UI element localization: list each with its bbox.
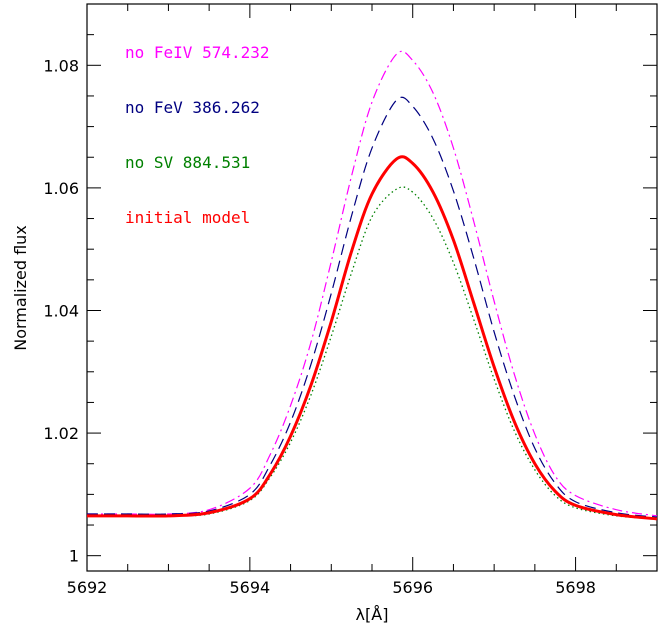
y-tick-label: 1.02 bbox=[43, 424, 79, 443]
plot-frame bbox=[86, 3, 658, 572]
series-line-0 bbox=[86, 50, 658, 517]
axis-ticks bbox=[86, 3, 658, 571]
legend-entry: no FeV 386.262 bbox=[125, 98, 260, 117]
x-tick-label: 5692 bbox=[67, 578, 108, 597]
series-line-2 bbox=[86, 186, 658, 520]
y-axis-label: Normalized flux bbox=[11, 225, 30, 351]
y-tick-label: 1.08 bbox=[43, 56, 79, 75]
x-axis-label: λ[Å] bbox=[356, 605, 389, 624]
legend-entry: initial model bbox=[125, 208, 250, 227]
x-tick-label: 5698 bbox=[555, 578, 596, 597]
legend: no FeIV 574.232 no FeV 386.262 no SV 884.5… bbox=[125, 43, 270, 227]
y-tick-label: 1.06 bbox=[43, 179, 79, 198]
y-tick-label: 1.04 bbox=[43, 301, 79, 320]
series-lines bbox=[86, 50, 658, 521]
legend-entry: no FeIV 574.232 bbox=[125, 43, 270, 62]
series-line-1 bbox=[86, 96, 658, 518]
axis-tick-labels: 5692 5694 5696 5698 1 1.02 1.04 1.06 1.08 bbox=[43, 56, 596, 597]
legend-entry: no SV 884.531 bbox=[125, 153, 250, 172]
series-line-3 bbox=[86, 155, 658, 521]
x-tick-label: 5696 bbox=[392, 578, 433, 597]
x-tick-label: 5694 bbox=[229, 578, 270, 597]
y-tick-label: 1 bbox=[69, 547, 79, 566]
